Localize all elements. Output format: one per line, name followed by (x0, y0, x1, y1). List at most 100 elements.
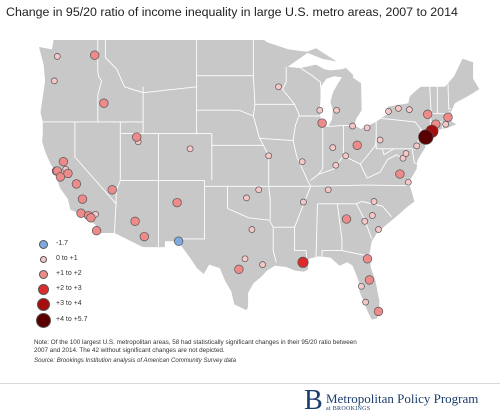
legend-swatch (39, 270, 48, 279)
metro-dot (265, 152, 273, 160)
state-border (104, 40, 144, 94)
legend-item: 0 to +1 (36, 253, 146, 265)
metro-dot (362, 298, 369, 306)
metro-dot (297, 256, 309, 268)
metro-dot (107, 185, 117, 195)
metro-dot (130, 216, 140, 226)
metro-dot (50, 77, 58, 85)
metro-dot (329, 144, 337, 151)
legend-label: +1 to +2 (56, 270, 82, 277)
metro-dot (369, 212, 376, 219)
metro-dot (63, 168, 73, 179)
metro-dot (316, 106, 324, 114)
legend-label: -1.7 (56, 240, 69, 247)
metro-dot (300, 198, 307, 206)
metro-dot (395, 105, 402, 112)
state-border (375, 138, 418, 165)
metro-dot (139, 231, 149, 242)
state-border (359, 154, 404, 179)
metro-dot (364, 275, 375, 285)
state-border (227, 186, 274, 228)
legend-item: +4 to +5.7 (36, 313, 146, 328)
legend-label: +3 to +4 (56, 300, 82, 307)
metro-dot (173, 236, 184, 246)
state-border (115, 121, 121, 204)
metro-dot (90, 50, 100, 60)
legend-swatch (39, 240, 48, 249)
logo-subtitle: at BROOKINGS (326, 406, 371, 412)
state-border (328, 124, 344, 128)
metro-dot (317, 118, 327, 128)
metro-dot (324, 186, 332, 194)
state-border (431, 110, 451, 115)
state-border (252, 40, 271, 221)
state-border (300, 67, 321, 87)
legend-label: 0 to +1 (56, 255, 78, 262)
state-border (97, 40, 103, 122)
legend-swatch (36, 313, 51, 328)
metro-dot (341, 214, 352, 224)
legend-swatch (38, 284, 49, 295)
state-border (310, 125, 324, 181)
us-land (39, 40, 480, 320)
metro-dot (132, 132, 142, 142)
metro-dot (91, 226, 102, 236)
metro-dot (358, 282, 365, 290)
map-note: Note: Of the 100 largest U.S. metropolit… (34, 339, 357, 354)
state-border (272, 227, 277, 263)
metro-dot (58, 157, 69, 167)
state-border (447, 83, 451, 110)
great-lake (287, 52, 346, 71)
metro-dot (399, 154, 407, 162)
legend-item: +1 to +2 (36, 268, 146, 280)
state-borders (42, 40, 451, 263)
us-landmass (39, 40, 480, 320)
logo-mark: B (304, 385, 323, 416)
metro-dot (361, 217, 369, 225)
metro-dot (413, 142, 421, 150)
metro-dot (418, 129, 434, 145)
metro-dot (275, 83, 282, 91)
metro-dot (406, 106, 413, 113)
metro-dot (255, 186, 263, 194)
state-border (281, 66, 312, 261)
legend-item: +3 to +4 (36, 298, 146, 311)
metro-dot (362, 254, 373, 264)
metro-dot (332, 161, 340, 169)
metro-dot (243, 194, 250, 202)
state-border (343, 121, 377, 165)
metro-dot (248, 226, 256, 233)
state-border (177, 186, 206, 240)
legend-item: -1.7 (36, 238, 146, 250)
map-source: Source: Brookings Institution analysis o… (34, 357, 236, 364)
legend-item: +2 to +3 (36, 283, 146, 295)
map-title: Change in 95/20 ratio of income inequali… (6, 5, 458, 19)
metro-dot (385, 108, 392, 115)
legend-label: +2 to +3 (56, 285, 82, 292)
logo-program-name: Metropolitan Policy Program (326, 391, 479, 406)
legend-label: +4 to +5.7 (56, 316, 88, 323)
metro-dots (50, 50, 453, 317)
metro-dot (363, 124, 371, 132)
state-border (347, 201, 392, 217)
metro-dot (71, 179, 82, 189)
state-border (315, 203, 318, 258)
metro-dot (86, 213, 96, 223)
metro-dot (442, 120, 450, 128)
great-lake (319, 76, 342, 127)
metro-dot (376, 136, 384, 144)
metro-dot (298, 158, 306, 166)
metro-dot (259, 261, 266, 268)
metro-dot (99, 98, 109, 108)
metro-dot (423, 109, 433, 119)
metro-dot (402, 150, 410, 157)
metro-dot (349, 122, 356, 130)
metro-dot (342, 152, 350, 160)
state-border (143, 86, 197, 94)
metro-dot (333, 106, 340, 114)
legend-swatch (40, 256, 47, 263)
metro-dot (443, 112, 453, 122)
metro-dot (234, 264, 244, 274)
state-border (381, 148, 395, 156)
state-border (306, 184, 368, 187)
